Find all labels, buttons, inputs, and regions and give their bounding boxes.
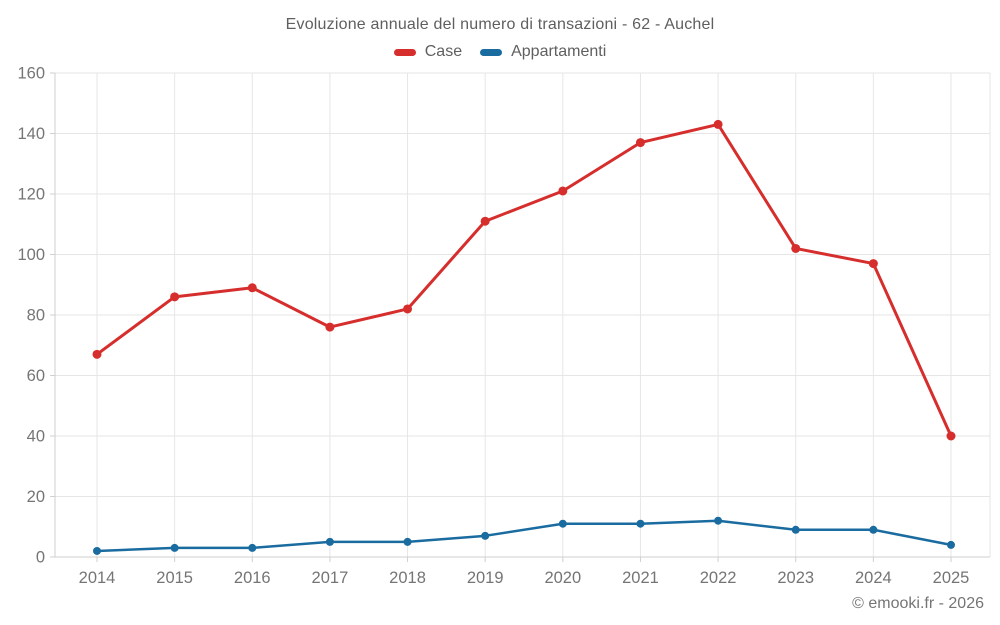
y-axis-label: 120 [17,186,45,204]
data-point-appartamenti-2024[interactable] [869,525,878,534]
data-point-case-2024[interactable] [868,259,878,269]
y-axis-label: 60 [27,367,45,385]
data-point-case-2018[interactable] [403,304,413,314]
data-point-appartamenti-2022[interactable] [714,516,723,525]
y-axis-label: 0 [36,549,45,567]
legend-marker-appartamenti [480,48,503,56]
copyright: © emooki.fr - 2026 [852,595,984,612]
data-point-appartamenti-2019[interactable] [481,531,490,540]
x-axis-label: 2017 [312,569,349,587]
data-point-case-2019[interactable] [480,216,490,226]
legend-marker-case [393,48,416,56]
data-point-case-2017[interactable] [325,322,335,332]
x-axis-label: 2024 [855,569,892,587]
x-axis-label: 2025 [933,569,970,587]
data-point-appartamenti-2016[interactable] [248,543,257,552]
data-point-appartamenti-2025[interactable] [947,540,955,549]
legend-item-case[interactable]: Case [393,43,463,61]
x-axis-label: 2019 [467,569,504,587]
data-point-case-2022[interactable] [713,119,723,129]
legend-label-case: Case [424,43,463,60]
x-axis-label: 2023 [777,569,814,587]
y-axis-label: 100 [17,246,45,264]
data-point-case-2016[interactable] [247,283,257,293]
data-point-appartamenti-2021[interactable] [636,519,645,528]
data-point-appartamenti-2017[interactable] [325,537,334,546]
legend: Case Appartamenti [0,43,1000,61]
legend-label-appartamenti: Appartamenti [511,43,607,60]
y-axis-label: 40 [27,428,45,446]
y-axis-label: 160 [17,65,45,83]
x-axis-label: 2018 [389,569,426,587]
data-point-case-2015[interactable] [170,292,180,302]
x-axis-label: 2022 [700,569,737,587]
y-axis-label: 140 [17,125,45,143]
data-point-case-2014[interactable] [92,349,102,359]
x-axis-label: 2015 [156,569,193,587]
data-point-case-2021[interactable] [635,138,645,148]
data-point-case-2023[interactable] [791,243,801,253]
x-axis-label: 2020 [544,569,581,587]
chart-title: Evoluzione annuale del numero di transaz… [285,16,715,33]
data-point-case-2020[interactable] [558,186,568,196]
x-axis-label: 2014 [79,569,116,587]
legend-item-appartamenti[interactable]: Appartamenti [480,43,606,61]
series-line-case [95,122,953,438]
x-axis-label: 2021 [622,569,659,587]
x-axis-label: 2016 [234,569,271,587]
y-axis-label: 20 [27,488,45,506]
y-axis-label: 80 [27,307,45,325]
data-point-appartamenti-2018[interactable] [403,537,412,546]
data-point-case-2025[interactable] [946,431,956,441]
data-point-appartamenti-2015[interactable] [170,543,179,552]
data-point-appartamenti-2023[interactable] [791,525,800,534]
series-line-appartamenti [95,519,953,553]
data-point-appartamenti-2020[interactable] [558,519,567,528]
data-point-appartamenti-2014[interactable] [93,546,101,555]
